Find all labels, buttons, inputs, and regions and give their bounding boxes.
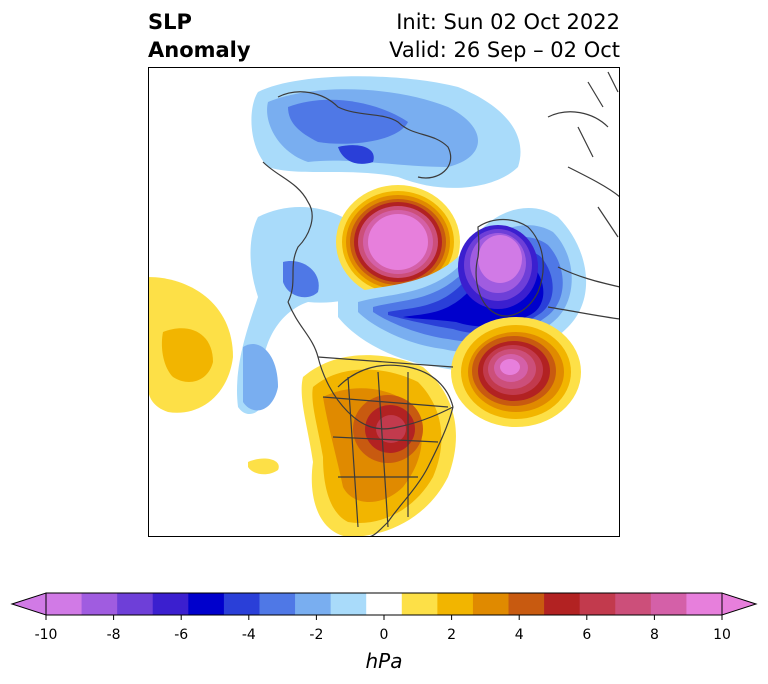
colorbar-swatch xyxy=(366,593,403,615)
colorbar-tick-label: -4 xyxy=(242,627,256,643)
colorbar-tick-label: 2 xyxy=(447,627,456,643)
coastlines xyxy=(262,71,620,537)
map-date-info: Init: Sun 02 Oct 2022 Valid: 26 Sep – 02… xyxy=(389,8,620,64)
map-frame xyxy=(148,67,620,537)
positive-anomaly-atlantic xyxy=(451,317,581,427)
colorbar-swatch xyxy=(117,593,154,615)
colorbar-swatch xyxy=(81,593,118,615)
colorbar-unit-label: hPa xyxy=(366,649,403,673)
positive-anomaly-north-america xyxy=(248,355,456,537)
title-slp: SLP xyxy=(148,10,192,34)
valid-range: Valid: 26 Sep – 02 Oct xyxy=(389,38,620,62)
colorbar-tick-label: 10 xyxy=(713,627,731,643)
colorbar-swatch xyxy=(472,593,510,615)
map-title: SLP Anomaly xyxy=(148,8,251,64)
colorbar-swatch xyxy=(152,593,189,615)
colorbar-tick-label: -8 xyxy=(107,627,121,643)
positive-anomaly-arctic xyxy=(336,185,460,299)
colorbar-tick-label: 6 xyxy=(582,627,591,643)
colorbar-swatch xyxy=(437,593,474,615)
colorbar-tick-label: 0 xyxy=(380,627,389,643)
colorbar-swatch xyxy=(650,593,687,615)
colorbar-tick-label: -6 xyxy=(174,627,188,643)
colorbar-swatch xyxy=(401,593,438,615)
colorbar-swatch xyxy=(46,593,83,615)
colorbar-swatch xyxy=(188,593,225,615)
colorbar-tick-label: 8 xyxy=(650,627,659,643)
colorbar-swatch xyxy=(544,593,581,615)
colorbar-swatch xyxy=(223,593,260,615)
colorbar-tick-label: -10 xyxy=(35,627,58,643)
init-date: Init: Sun 02 Oct 2022 xyxy=(396,10,620,34)
colorbar-extend-high xyxy=(721,592,758,616)
colorbar-tick-label: -2 xyxy=(309,627,323,643)
colorbar-swatches xyxy=(46,593,723,615)
colorbar-swatch xyxy=(508,593,545,615)
colorbar-swatch xyxy=(330,593,367,615)
colorbar-swatch xyxy=(579,593,616,615)
colorbar-ticks: -10 -8 -6 -4 -2 0 2 4 6 8 10 xyxy=(35,615,731,643)
colorbar-swatch xyxy=(295,593,332,615)
colorbar-swatch xyxy=(259,593,296,615)
colorbar-extend-low xyxy=(10,592,47,616)
colorbar: -10 -8 -6 -4 -2 0 2 4 6 8 10 hPa xyxy=(10,592,758,673)
title-anomaly: Anomaly xyxy=(148,38,251,62)
positive-anomaly-pacific xyxy=(148,277,233,413)
colorbar-swatch xyxy=(615,593,652,615)
colorbar-swatch xyxy=(686,593,723,615)
colorbar-tick-label: 4 xyxy=(515,627,524,643)
negative-anomaly-north xyxy=(251,76,521,188)
slp-anomaly-map xyxy=(148,67,620,537)
